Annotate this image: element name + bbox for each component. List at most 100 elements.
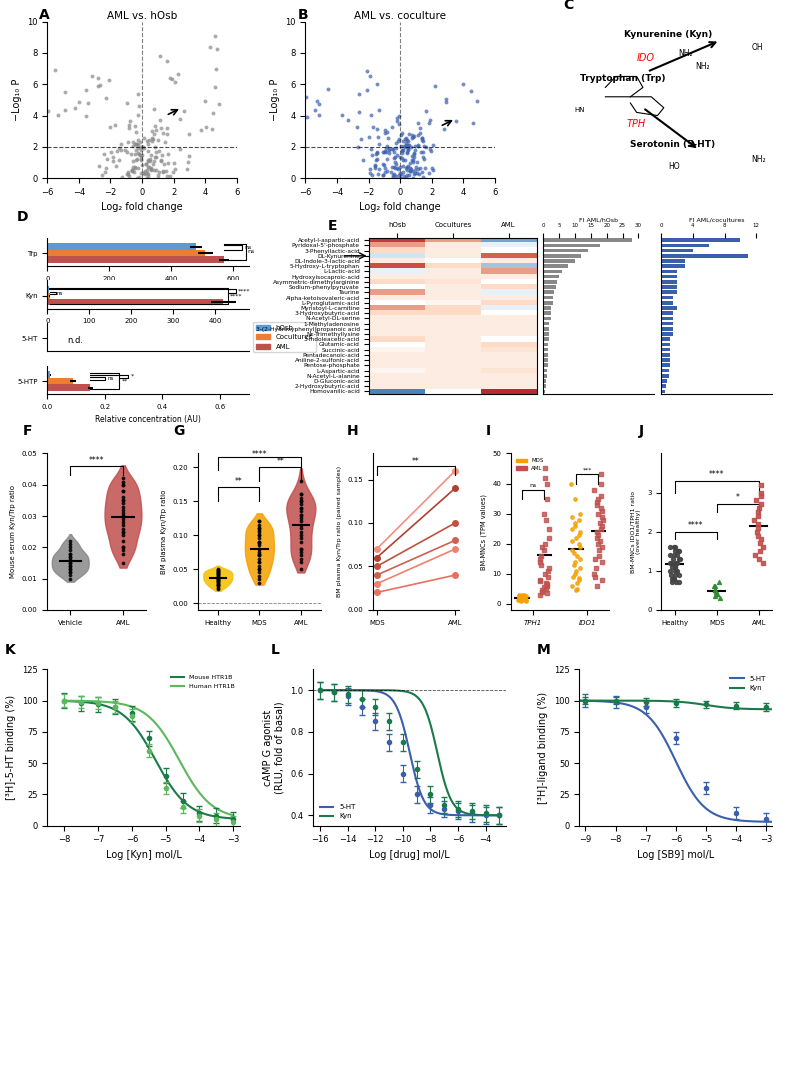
Point	[708, 577, 721, 595]
Bar	[661, 243, 708, 247]
Point	[596, 508, 608, 525]
Point	[173, 140, 186, 157]
Point	[253, 529, 266, 547]
Point	[82, 94, 95, 112]
X-axis label: FI AML/cocultures: FI AML/cocultures	[689, 217, 745, 222]
Point	[146, 122, 158, 139]
Point	[154, 47, 167, 64]
Point	[141, 132, 154, 150]
Point	[390, 112, 403, 129]
Point	[64, 541, 76, 559]
Point	[714, 589, 727, 607]
Point	[589, 550, 601, 567]
Point	[141, 162, 154, 179]
Point	[143, 158, 155, 176]
Point	[419, 103, 432, 120]
Point	[397, 138, 410, 155]
Point	[129, 152, 142, 169]
Point	[151, 131, 164, 149]
Point	[172, 65, 184, 82]
Bar	[543, 296, 552, 299]
Point	[165, 71, 178, 88]
Title: AML vs. coculture: AML vs. coculture	[355, 11, 446, 21]
Point	[541, 490, 554, 508]
Text: ns: ns	[108, 376, 114, 381]
Point	[126, 153, 139, 170]
Bar	[543, 343, 548, 346]
Point	[411, 137, 424, 154]
Point	[206, 104, 219, 122]
Point	[143, 131, 155, 149]
Point	[394, 137, 407, 154]
Point	[588, 569, 600, 586]
Kyn	[637, 694, 647, 707]
Point	[158, 155, 170, 173]
Point	[419, 138, 432, 155]
Point	[377, 166, 389, 183]
Point	[439, 93, 452, 111]
Y-axis label: Mouse serum Kyn/Trp ratio: Mouse serum Kyn/Trp ratio	[10, 485, 17, 578]
Point	[143, 153, 156, 170]
Point	[211, 575, 224, 592]
Point	[381, 150, 393, 167]
5-HT	[651, 718, 660, 731]
Point	[392, 166, 405, 183]
Point	[368, 158, 381, 176]
Point	[64, 548, 76, 565]
Point	[393, 158, 406, 176]
Point	[122, 116, 135, 133]
Point	[147, 126, 160, 143]
Point	[117, 501, 129, 519]
Point	[387, 166, 400, 183]
Text: ns: ns	[57, 291, 63, 295]
Point	[757, 554, 770, 572]
X-axis label: FI AML/hOsb: FI AML/hOsb	[579, 217, 619, 222]
Point	[109, 116, 121, 133]
Point	[167, 154, 180, 171]
Point	[64, 563, 76, 580]
Point	[665, 566, 678, 584]
Bar	[47, 371, 50, 378]
Text: C: C	[563, 0, 574, 12]
Point	[396, 144, 408, 162]
Text: B: B	[298, 8, 308, 22]
Point	[142, 167, 154, 184]
Point	[754, 488, 767, 506]
Text: **: **	[122, 379, 128, 384]
Point	[139, 165, 151, 182]
Point	[113, 152, 126, 169]
Point	[64, 566, 76, 584]
Point	[117, 476, 129, 494]
Point	[401, 166, 414, 183]
Point	[64, 563, 76, 580]
Y-axis label: [³H]-5-HT binding (%): [³H]-5-HT binding (%)	[6, 695, 17, 800]
5-HT	[386, 692, 396, 705]
Bar	[543, 301, 552, 305]
Point	[253, 571, 266, 588]
Point	[540, 580, 552, 598]
Point	[52, 106, 65, 124]
Point	[669, 562, 682, 579]
Point	[183, 148, 195, 165]
Point	[64, 554, 76, 572]
Text: *: *	[131, 374, 134, 379]
Point	[370, 151, 383, 168]
Point	[295, 520, 307, 537]
Point	[673, 574, 686, 591]
Point	[117, 492, 129, 509]
Point	[211, 577, 224, 595]
Bar	[543, 306, 551, 310]
Point	[534, 571, 547, 588]
Point	[666, 570, 678, 587]
Point	[573, 550, 585, 567]
X-axis label: Log [drug] mol/L: Log [drug] mol/L	[370, 850, 450, 860]
Point	[357, 152, 370, 169]
5-HT	[768, 815, 777, 828]
Point	[374, 101, 386, 118]
Point	[111, 142, 124, 159]
Point	[117, 476, 129, 494]
Point	[512, 587, 525, 604]
Point	[592, 526, 604, 544]
Point	[570, 562, 582, 579]
Point	[117, 488, 129, 506]
